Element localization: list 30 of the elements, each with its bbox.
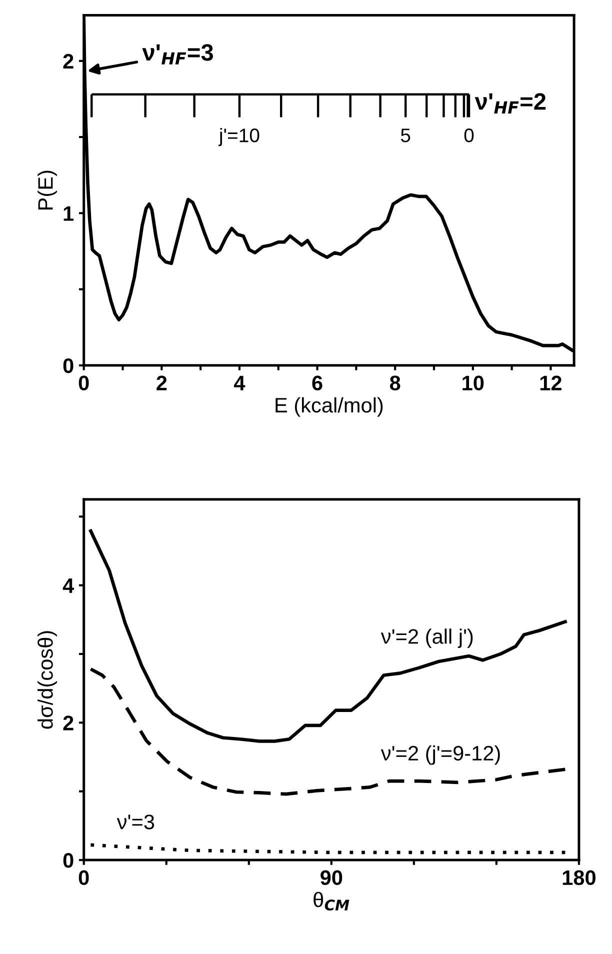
series-label: ν'=2 (j'=9-12): [380, 745, 500, 765]
x-tick-label: 4: [234, 376, 246, 390]
y-tick-label: 1: [64, 206, 74, 221]
annotation: ν'$_{HF}$=3: [142, 44, 214, 64]
x-tick-label: 2: [156, 376, 167, 390]
y-tick-label: 2: [63, 716, 74, 730]
x-tick-label: 90: [320, 870, 342, 886]
x-tick-label: 12: [540, 376, 562, 390]
series-label: ν'=2 (all j'): [380, 628, 473, 648]
y-tick-label: 2: [63, 54, 74, 68]
y-tick-label: 0: [63, 358, 74, 374]
y-tick-label: 0: [63, 853, 74, 868]
annotation: 0: [464, 128, 474, 142]
x-tick-label: 180: [562, 870, 596, 886]
annotation: ν'$_{HF}$=2: [474, 93, 546, 114]
x-tick-label: 8: [390, 376, 400, 390]
line-series: [89, 667, 567, 796]
x-tick-label: 0: [78, 376, 89, 390]
x-axis-title: θ$_{CM}$: [314, 892, 350, 911]
x-axis-title: E (kcal/mol): [276, 397, 383, 417]
y-axis-title: P(E): [38, 170, 57, 210]
x-tick-label: 6: [312, 376, 322, 390]
series-label: ν'=3: [116, 814, 154, 830]
y-axis-title: dσ/d(cosθ): [38, 631, 57, 729]
x-tick-label: 10: [462, 376, 484, 390]
y-tick-label: 4: [62, 578, 74, 593]
line-series: [89, 529, 567, 743]
x-tick-label: 0: [78, 870, 89, 886]
annotation: j'=10: [218, 128, 260, 146]
annotation: 5: [400, 128, 410, 142]
